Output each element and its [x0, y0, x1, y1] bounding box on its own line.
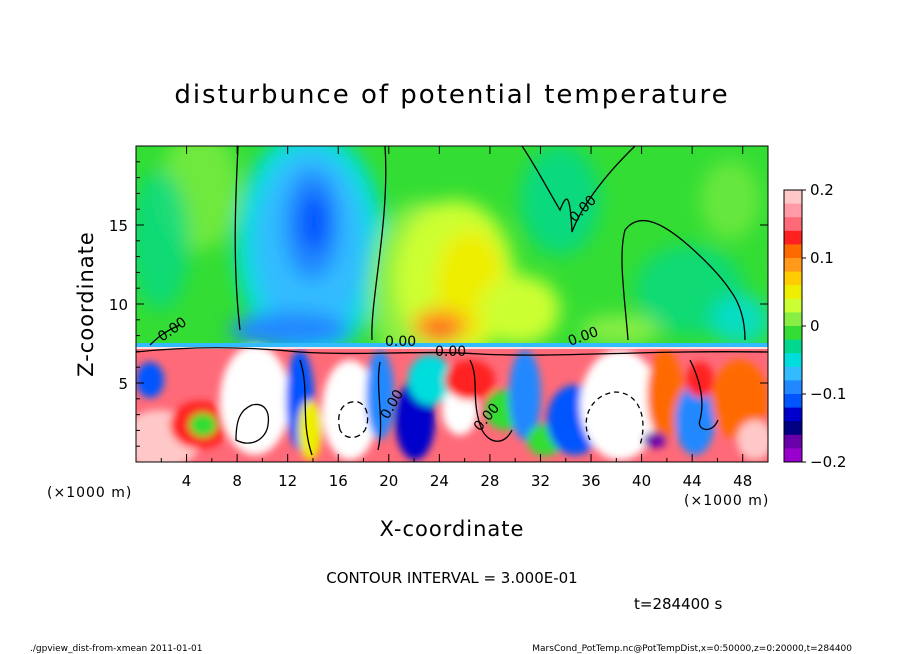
- colorbar-segment: [784, 190, 802, 205]
- x-tick-label: 4: [182, 472, 192, 490]
- x-axis: 4 8 12 16 20 24 28 32 36 40 44 48: [160, 146, 752, 490]
- contour-label: 0.00: [385, 334, 416, 350]
- colorbar-segment: [784, 244, 802, 259]
- y-axis-label: Z-coordinate: [74, 231, 98, 377]
- colorbar: [783, 189, 803, 463]
- x-axis-label: X-coordinate: [380, 517, 525, 541]
- x-tick-label: 16: [329, 472, 348, 490]
- y-tick-label: 5: [118, 375, 128, 393]
- colorbar-segment: [784, 312, 802, 327]
- colorbar-segment: [784, 271, 802, 286]
- x-tick-label: 44: [683, 472, 702, 490]
- colorbar-segment: [784, 203, 802, 218]
- upper-layer-anomalies: [136, 146, 768, 380]
- colorbar-segment: [784, 434, 802, 449]
- footer-left: ./gpview_dist-from-xmean 2011-01-01: [30, 644, 202, 654]
- colorbar-segment: [784, 230, 802, 245]
- colorbar-segment: [784, 353, 802, 368]
- y-tick-label: 10: [109, 296, 128, 314]
- colorbar-segment: [784, 217, 802, 232]
- y-axis: 5 10 15: [109, 161, 768, 447]
- colorbar-tick-label: 0.1: [810, 249, 834, 267]
- colorbar-tick-label: 0: [810, 317, 820, 335]
- contour-interval: CONTOUR INTERVAL = 3.000E-01: [326, 569, 577, 587]
- x-tick-label: 20: [379, 472, 398, 490]
- x-tick-label: 36: [581, 472, 600, 490]
- x-tick-label: 28: [480, 472, 499, 490]
- time-label: t=284400 s: [634, 595, 722, 613]
- colorbar-segment: [784, 366, 802, 381]
- x-tick-label: 12: [278, 472, 297, 490]
- contour-lines: [136, 146, 768, 456]
- y-tick-label: 15: [109, 217, 128, 235]
- x-tick-label: 48: [733, 472, 752, 490]
- colorbar-segment: [784, 258, 802, 273]
- contour-label: 0.00: [435, 344, 466, 360]
- colorbar-tick-label: −0.2: [810, 453, 846, 471]
- x-tick-label: 40: [632, 472, 651, 490]
- colorbar-segment: [784, 448, 802, 463]
- plot-area: 0.00 0.00 0.00 0.00 0.00 0.00 0.00: [136, 146, 768, 462]
- colorbar-segment: [784, 285, 802, 300]
- colorbar-tick-label: −0.1: [810, 385, 846, 403]
- x-tick-label: 24: [430, 472, 449, 490]
- boundary-band: [136, 343, 768, 347]
- colorbar-tick-label: 0.2: [810, 181, 834, 199]
- x-axis-unit-right: (×1000 m): [684, 493, 769, 509]
- colorbar-ticks: 0.2 0.1 0 −0.1 −0.2: [802, 181, 846, 471]
- lower-layer-anomalies: [136, 345, 768, 462]
- chart-title: disturbunce of potential temperature: [174, 80, 729, 110]
- x-axis-unit-left: (×1000 m): [47, 485, 132, 501]
- footer-right: MarsCond_PotTemp.nc@PotTempDist,x=0:5000…: [532, 644, 852, 654]
- colorbar-segment: [784, 298, 802, 313]
- x-tick-label: 8: [232, 472, 242, 490]
- x-tick-label: 32: [531, 472, 550, 490]
- colorbar-segment: [784, 339, 802, 354]
- colorbar-segment: [784, 380, 802, 395]
- colorbar-segment: [784, 326, 802, 341]
- colorbar-segment: [784, 394, 802, 409]
- colorbar-segment: [784, 421, 802, 436]
- colorbar-segment: [784, 407, 802, 422]
